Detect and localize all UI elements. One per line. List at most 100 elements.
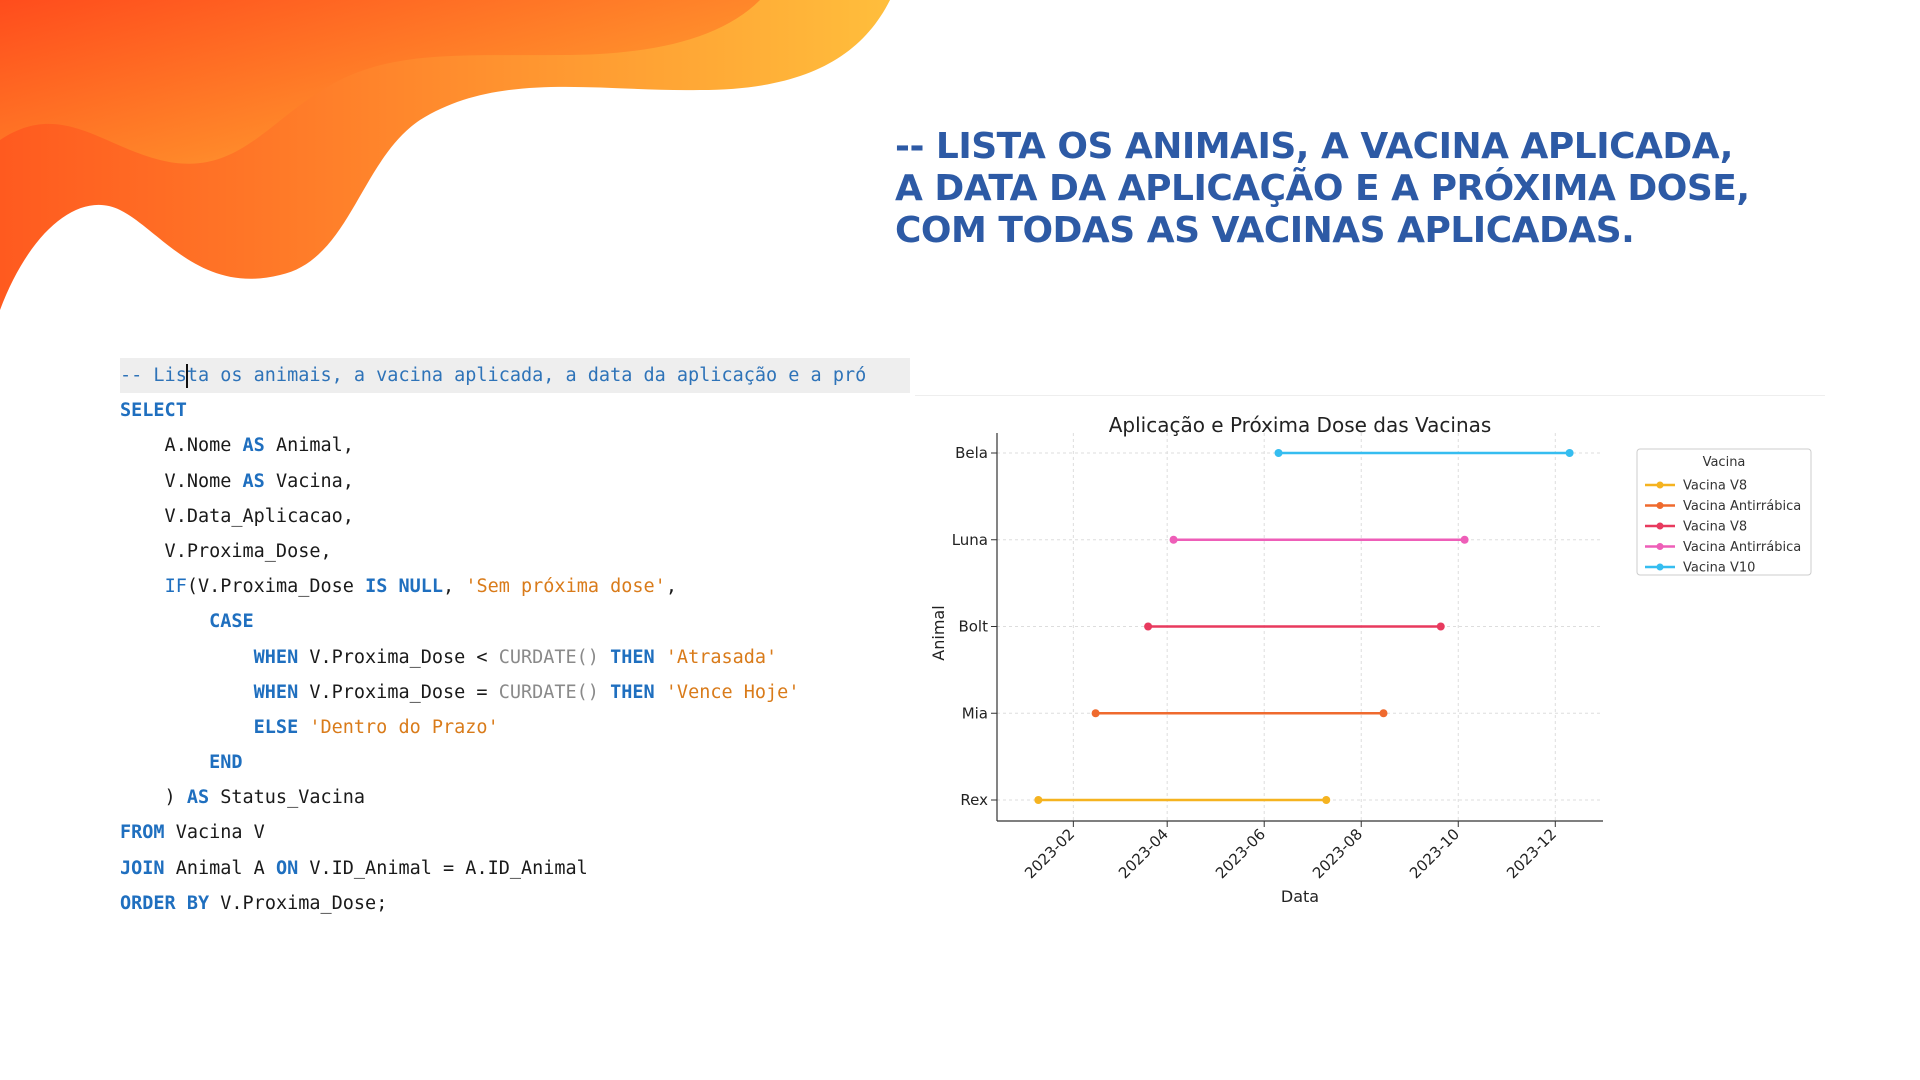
code-text: ) bbox=[120, 787, 187, 809]
legend-swatch-marker bbox=[1656, 522, 1664, 530]
code-line-vacina: V.Nome AS Vacina, bbox=[120, 464, 910, 499]
keyword: CASE bbox=[209, 611, 254, 633]
legend-label: Vacina Antirrábica bbox=[1683, 540, 1801, 555]
code-line-proxima-dose: V.Proxima_Dose, bbox=[120, 534, 910, 569]
legend-label: Vacina V8 bbox=[1683, 479, 1747, 494]
chart-divider bbox=[915, 395, 1825, 396]
code-line-select: SELECT bbox=[120, 393, 910, 428]
keyword: ON bbox=[275, 857, 299, 879]
indent bbox=[120, 752, 209, 773]
point-aplicacao-rex bbox=[1034, 796, 1043, 804]
chart-title: Aplicação e Próxima Dose das Vacinas bbox=[1109, 413, 1492, 437]
x-tick-label: 2023-06 bbox=[1212, 825, 1269, 882]
point-proxima-dose-mia bbox=[1379, 709, 1388, 718]
space bbox=[387, 576, 398, 597]
string-literal: 'Vence Hoje' bbox=[665, 681, 800, 703]
function: IF bbox=[164, 576, 187, 598]
text-cursor bbox=[185, 364, 188, 388]
code-text: Animal A bbox=[164, 857, 276, 879]
x-tick-label: 2023-02 bbox=[1021, 825, 1078, 882]
legend-box bbox=[1636, 448, 1812, 576]
point-proxima-dose-bolt bbox=[1436, 622, 1445, 631]
code-text: V.Proxima_Dose = bbox=[298, 681, 499, 703]
code-line-comment: -- Lista os animais, a vacina aplicada, … bbox=[120, 358, 910, 394]
code-text: V.ID_Animal = A.ID_Animal bbox=[298, 857, 588, 879]
indent bbox=[120, 682, 254, 703]
code-text: V.Proxima_Dose; bbox=[209, 892, 388, 914]
point-aplicacao-mia bbox=[1091, 709, 1100, 718]
orange-wave-decoration bbox=[0, 0, 890, 310]
code-line-else: ELSE 'Dentro do Prazo' bbox=[120, 710, 910, 745]
y-tick-label: Mia bbox=[962, 704, 988, 722]
x-tick-label: 2023-08 bbox=[1309, 825, 1366, 882]
heading-line-3: COM TODAS AS VACINAS APLICADAS. bbox=[895, 210, 1635, 251]
y-tick-label: Bela bbox=[955, 444, 988, 462]
string-literal: 'Atrasada' bbox=[665, 646, 778, 668]
space bbox=[599, 647, 610, 668]
x-tick-label: 2023-04 bbox=[1115, 825, 1172, 882]
code-line-data-aplicacao: V.Data_Aplicacao, bbox=[120, 499, 910, 534]
space bbox=[655, 682, 666, 703]
code-text: Vacina, bbox=[264, 470, 354, 492]
keyword: AS bbox=[186, 787, 210, 809]
function: CURDATE() bbox=[498, 646, 599, 668]
comment-text-start: -- Lis bbox=[120, 365, 187, 386]
legend-label: Vacina Antirrábica bbox=[1683, 499, 1801, 514]
keyword: ELSE bbox=[253, 716, 299, 738]
code-line-when-atrasada: WHEN V.Proxima_Dose < CURDATE() THEN 'At… bbox=[120, 640, 910, 675]
chart-marks bbox=[1034, 449, 1574, 804]
string-literal: 'Dentro do Prazo' bbox=[309, 716, 499, 738]
code-line-case: CASE bbox=[120, 604, 910, 639]
code-line-order-by: ORDER BY V.Proxima_Dose; bbox=[120, 886, 910, 921]
indent bbox=[120, 611, 209, 632]
heading-line-1: -- LISTA OS ANIMAIS, A VACINA APLICADA, bbox=[895, 126, 1733, 167]
keyword: WHEN bbox=[253, 681, 299, 703]
code-text: Status_Vacina bbox=[209, 787, 366, 809]
keyword: JOIN bbox=[120, 857, 165, 879]
x-axis-label: Data bbox=[1281, 887, 1319, 906]
code-line-join: JOIN Animal A ON V.ID_Animal = A.ID_Anim… bbox=[120, 851, 910, 886]
legend-swatch-marker bbox=[1656, 543, 1664, 550]
indent bbox=[120, 576, 165, 597]
x-tick-labels: 2023-02 2023-04 2023-06 2023-08 2023-10 2023-… bbox=[1021, 825, 1560, 882]
legend-items: Vacina V8 Vacina Antirrábica Vacina V8 Vaci… bbox=[1645, 479, 1801, 576]
code-line-end: END bbox=[120, 745, 910, 780]
y-tick-label: Luna bbox=[952, 531, 988, 549]
keyword: THEN bbox=[610, 646, 655, 668]
space bbox=[599, 682, 610, 703]
y-tick-labels: Rex Mia Bolt Luna Bela bbox=[952, 444, 988, 809]
legend-swatch-marker bbox=[1656, 563, 1664, 571]
legend-label: Vacina V10 bbox=[1683, 561, 1755, 576]
code-text: V.Proxima_Dose, bbox=[120, 540, 332, 562]
legend-title: Vacina bbox=[1703, 455, 1746, 470]
point-proxima-dose-bela bbox=[1565, 449, 1574, 457]
legend-swatch-marker bbox=[1656, 481, 1664, 489]
keyword: THEN bbox=[610, 681, 655, 703]
indent bbox=[120, 647, 254, 668]
y-tick-label: Rex bbox=[960, 791, 988, 809]
sql-code-editor[interactable]: -- Lista os animais, a vacina aplicada, … bbox=[120, 358, 910, 918]
point-aplicacao-bolt bbox=[1144, 622, 1153, 631]
comment-text-end: ta os animais, a vacina aplicada, a data… bbox=[186, 365, 867, 386]
code-line-animal: A.Nome AS Animal, bbox=[120, 428, 910, 463]
code-text: A.Nome bbox=[120, 435, 243, 457]
space bbox=[176, 893, 187, 914]
code-text: , bbox=[665, 576, 677, 598]
legend-swatch-marker bbox=[1656, 502, 1664, 509]
keyword: SELECT bbox=[120, 400, 187, 422]
indent bbox=[120, 717, 254, 738]
keyword: AS bbox=[242, 470, 265, 492]
space bbox=[298, 717, 309, 738]
chart-axes bbox=[991, 433, 1603, 827]
heading-line-2: A DATA DA APLICAÇÃO E A PRÓXIMA DOSE, bbox=[895, 168, 1750, 209]
string-literal: 'Sem próxima dose' bbox=[465, 576, 666, 598]
legend-label: Vacina V8 bbox=[1683, 520, 1747, 535]
code-line-if: IF(V.Proxima_Dose IS NULL, 'Sem próxima … bbox=[120, 569, 910, 604]
code-text: Animal, bbox=[264, 435, 354, 457]
space bbox=[655, 647, 666, 668]
keyword: NULL bbox=[398, 576, 444, 598]
code-line-from: FROM Vacina V bbox=[120, 815, 910, 850]
x-tick-label: 2023-10 bbox=[1406, 825, 1463, 882]
code-text: , bbox=[443, 576, 466, 598]
